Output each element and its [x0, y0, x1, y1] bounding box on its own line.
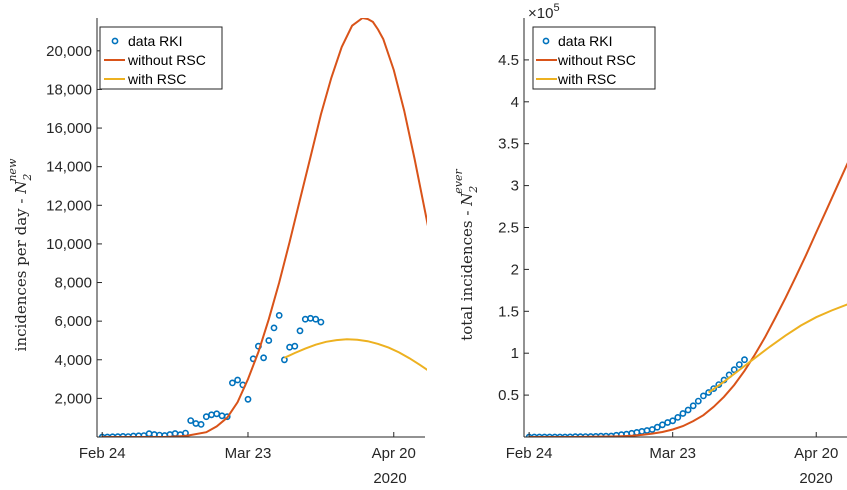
p0-data-point [208, 411, 215, 419]
incidences-per-day-panel: 2,000 4,000 6,000 8,000 10,000 12,000 14,000 16… [6, 18, 427, 487]
p1-legend-data-marker [542, 37, 550, 45]
p1-legend-label-data: data RKI [558, 33, 612, 49]
p0-y-tick-label: 18,000 [46, 81, 92, 98]
p0-x-tick-label: Apr 20 [372, 445, 416, 462]
p0-legend-label-with: with RSC [127, 71, 186, 87]
p0-data-point [234, 376, 241, 384]
p0-y-tick-label: 10,000 [46, 236, 92, 253]
p0-data-point [275, 311, 283, 319]
p0-legend-data-marker [111, 37, 119, 45]
p1-series-with-rsc [708, 303, 847, 394]
p0-data-point [301, 315, 309, 323]
p0-data-point [145, 430, 153, 437]
p1-data-point [710, 385, 718, 392]
p0-y-tick-label: 2,000 [54, 390, 92, 407]
p0-data-point [291, 342, 299, 350]
p1-y-tick-label: 2 [511, 261, 519, 278]
p1-x-tick-label: Feb 24 [506, 445, 553, 462]
p1-axes: 0.5 1 1.5 2 2.5 3 3.5 4 4.5 Feb 24 Mar 23 Apr 20 [498, 18, 847, 462]
p0-x-tick-label: Feb 24 [79, 445, 126, 462]
p0-legend-label-without: without RSC [127, 52, 206, 68]
p1-legend-label-with: with RSC [557, 71, 616, 87]
p0-data-point [270, 324, 278, 332]
p0-data-point [192, 420, 200, 427]
p0-x-year-label: 2020 [373, 470, 406, 487]
p0-y-tick-label: 20,000 [46, 43, 92, 60]
p0-data-point [307, 314, 314, 322]
p1-y-tick-label: 3 [511, 178, 519, 195]
p0-legend-label-data: data RKI [128, 33, 182, 49]
p1-x-tick-label: Mar 23 [649, 445, 696, 462]
p1-data-point [730, 366, 738, 374]
p1-data-point [684, 406, 692, 414]
p0-data-point [187, 417, 195, 424]
p1-data-point [643, 427, 651, 434]
p1-y-tick-label: 1 [511, 345, 519, 362]
p0-y-tick-label: 14,000 [46, 159, 92, 176]
p0-data-point [218, 412, 226, 420]
p0-data-point [312, 315, 320, 323]
p0-series-without-rsc [102, 18, 427, 437]
p1-data-point [741, 356, 748, 364]
p0-series-with-rsc [283, 338, 427, 371]
p1-data-point [679, 410, 687, 417]
p1-exponent-label: ×105 [528, 2, 560, 22]
p1-data-point [659, 421, 666, 429]
total-incidences-panel: 0.5 1 1.5 2 2.5 3 3.5 4 4.5 Feb 24 Mar 23 Apr 20 to… [452, 2, 847, 487]
p0-data-point [197, 420, 205, 428]
p1-y-tick-label: 0.5 [498, 387, 519, 404]
p1-data-point [653, 423, 661, 431]
p0-data-point [317, 318, 325, 326]
p0-data-point [228, 379, 236, 387]
p0-data-point [223, 413, 231, 421]
p0-data-point [296, 327, 304, 335]
p1-y-axis-label: total incidences - N2ever [452, 168, 480, 340]
p1-data-point [689, 402, 697, 410]
p1-data-point [705, 389, 712, 396]
p1-y-tick-label: 1.5 [498, 303, 519, 320]
p0-axes: 2,000 4,000 6,000 8,000 10,000 12,000 14,000 16… [46, 18, 425, 462]
p1-y-tick-label: 2.5 [498, 220, 519, 237]
p1-x-tick-label: Apr 20 [794, 445, 838, 462]
p0-data-point [260, 354, 267, 362]
p1-y-tick-label: 3.5 [498, 136, 519, 153]
p0-y-axis-label: incidences per day - N2new [6, 158, 34, 351]
p0-y-tick-label: 4,000 [54, 352, 92, 369]
p0-data-point [265, 337, 273, 344]
p0-y-tick-label: 16,000 [46, 120, 92, 137]
p1-y-tick-label: 4.5 [498, 52, 519, 69]
p1-data-point [700, 392, 707, 400]
p1-plot-area [525, 162, 847, 437]
p0-data-point [286, 343, 293, 351]
p0-legend: data RKI without RSC with RSC [99, 26, 223, 90]
p1-data-point [694, 397, 702, 405]
p1-data-point [674, 413, 682, 421]
p0-y-tick-label: 6,000 [54, 313, 92, 330]
p0-plot-area [98, 18, 427, 437]
p1-data-point [638, 427, 646, 435]
p0-x-tick-label: Mar 23 [225, 445, 272, 462]
p1-data-point [735, 361, 743, 368]
p0-y-tick-label: 8,000 [54, 275, 92, 292]
p1-legend: data RKI without RSC with RSC [532, 26, 656, 90]
p1-legend-label-without: without RSC [557, 52, 636, 68]
p0-data-point [244, 395, 252, 403]
p0-plot-marks [98, 18, 427, 437]
p0-data-point [213, 410, 221, 418]
p1-x-year-label: 2020 [799, 470, 832, 487]
p1-y-tick-label: 4 [511, 94, 519, 111]
p0-y-tick-label: 12,000 [46, 197, 92, 214]
p1-plot-marks [525, 162, 847, 437]
p1-data-point [669, 417, 677, 425]
p1-series-without-rsc [529, 162, 847, 437]
p0-data-point [171, 430, 179, 437]
